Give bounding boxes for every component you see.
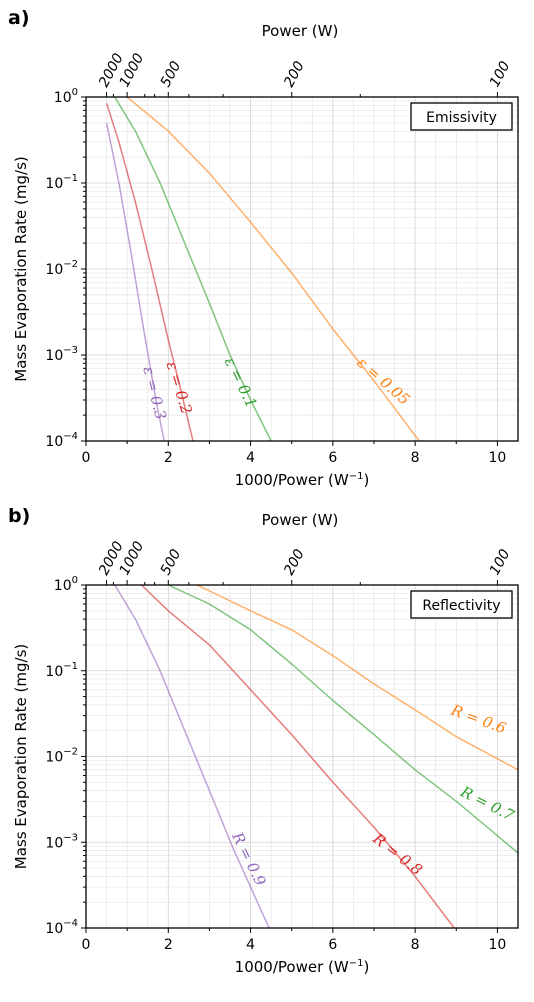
top-tick-label: 200 <box>281 547 308 578</box>
series-line <box>196 584 519 771</box>
series-line <box>114 96 272 442</box>
x-tick-label: 4 <box>246 450 255 466</box>
x-axis-title-sup: −1 <box>349 471 364 482</box>
grid <box>86 585 518 928</box>
y-axis-title: Mass Evaporation Rate (mg/s) <box>12 644 30 870</box>
y-tick-label: 10−2 <box>45 259 78 278</box>
y-tick-exp: −2 <box>63 259 78 270</box>
y-tick-label: 10−1 <box>45 661 78 680</box>
y-tick-label: 10−2 <box>45 747 78 766</box>
x-axis-title: 1000/Power (W−1) <box>235 958 370 976</box>
y-tick-base: 10 <box>45 262 63 278</box>
x-tick-label: 8 <box>411 937 420 953</box>
y-axis-title: Mass Evaporation Rate (mg/s) <box>12 156 30 382</box>
x-axis-title-main: 1000/Power (W <box>235 471 349 489</box>
y-tick-exp: 0 <box>72 575 78 586</box>
series-line <box>167 584 519 854</box>
series-line <box>126 96 420 442</box>
x-axis-title: 1000/Power (W−1) <box>235 471 370 489</box>
y-tick-label: 10−3 <box>45 345 78 364</box>
x-tick-label: 6 <box>328 450 337 466</box>
panel-letter: b) <box>8 505 30 527</box>
x-tick-label: 10 <box>489 450 507 466</box>
series-line <box>114 584 270 929</box>
top-tick-label: 500 <box>158 59 185 90</box>
grid <box>86 97 518 441</box>
x-tick-label: 8 <box>411 450 420 466</box>
panel-letter: a) <box>8 7 30 29</box>
ticks <box>81 92 498 446</box>
y-tick-base: 10 <box>45 176 63 192</box>
y-tick-exp: 0 <box>72 87 78 98</box>
y-tick-base: 10 <box>45 750 63 766</box>
y-tick-label: 100 <box>54 87 78 106</box>
y-tick-exp: −2 <box>63 747 78 758</box>
x-tick-label: 0 <box>82 450 91 466</box>
y-tick-label: 100 <box>54 575 78 594</box>
curves <box>114 584 519 929</box>
curves <box>105 96 420 442</box>
x-tick-label: 2 <box>164 450 173 466</box>
x-axis-title-main: 1000/Power (W <box>235 958 349 976</box>
y-tick-exp: −3 <box>63 345 78 356</box>
chart-panel-b: b) Power (W) 0 2 4 6 8 1010010−110−210−310−42… <box>8 505 519 976</box>
y-tick-base: 10 <box>54 90 72 106</box>
legend-frame <box>410 590 513 619</box>
ticks <box>81 580 498 933</box>
top-axis-title: Power (W) <box>262 22 339 40</box>
chart-panel-a: a) Power (W) 0 2 4 6 8 1010010−110−210−310−42… <box>8 7 519 489</box>
series-line <box>105 122 165 442</box>
y-tick-exp: −4 <box>63 431 78 442</box>
y-tick-base: 10 <box>45 921 63 937</box>
series-line <box>105 102 194 442</box>
y-tick-exp: −3 <box>63 832 78 843</box>
x-axis-title-end: ) <box>363 471 369 489</box>
y-tick-base: 10 <box>45 664 63 680</box>
x-tick-label: 6 <box>328 937 337 953</box>
y-tick-label: 10−4 <box>45 918 78 937</box>
x-tick-label: 0 <box>82 937 91 953</box>
series-line <box>140 584 455 929</box>
legend-title: Reflectivity <box>422 598 500 614</box>
legend-frame <box>410 102 513 131</box>
x-axis-title-sup: −1 <box>349 958 364 969</box>
y-tick-exp: −1 <box>63 173 78 184</box>
top-tick-label: 200 <box>281 59 308 90</box>
y-tick-base: 10 <box>45 348 63 364</box>
y-tick-label: 10−4 <box>45 431 78 450</box>
x-tick-label: 10 <box>489 937 507 953</box>
y-tick-base: 10 <box>54 578 72 594</box>
y-tick-base: 10 <box>45 434 63 450</box>
y-tick-label: 10−3 <box>45 832 78 851</box>
legend-box: Reflectivity <box>410 590 513 619</box>
x-axis-title-end: ) <box>363 958 369 976</box>
top-tick-label: 100 <box>487 547 514 578</box>
legend-box: Emissivity <box>410 102 513 131</box>
x-tick-label: 2 <box>164 937 173 953</box>
y-tick-base: 10 <box>45 835 63 851</box>
top-tick-label: 100 <box>487 59 514 90</box>
x-tick-label: 4 <box>246 937 255 953</box>
top-axis-title: Power (W) <box>262 511 339 529</box>
legend-title: Emissivity <box>426 110 497 126</box>
y-tick-label: 10−1 <box>45 173 78 192</box>
top-tick-label: 500 <box>158 547 185 578</box>
y-tick-exp: −4 <box>63 918 78 929</box>
y-tick-exp: −1 <box>63 661 78 672</box>
